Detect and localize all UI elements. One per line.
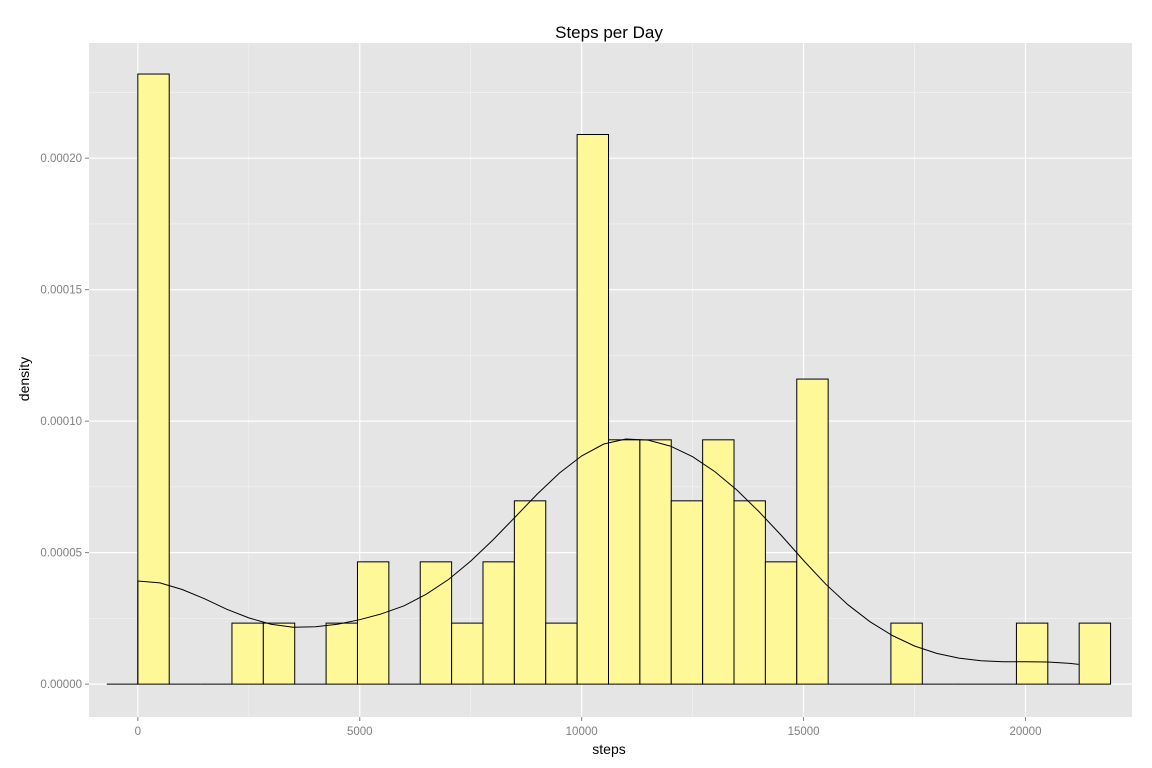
y-tick-label: 0.00010 bbox=[40, 416, 82, 428]
histogram-bar bbox=[639, 439, 672, 685]
histogram-bar bbox=[451, 622, 484, 685]
histogram-bar bbox=[796, 378, 829, 685]
histogram-bar bbox=[513, 500, 547, 685]
histogram-bar bbox=[231, 622, 264, 685]
x-tick-label: 0 bbox=[135, 726, 141, 738]
chart-title: Steps per Day bbox=[555, 23, 663, 42]
x-tick-label: 5000 bbox=[347, 726, 373, 738]
x-axis-ticks: 0 5000 10000 15000 20000 bbox=[135, 717, 1041, 738]
histogram-bar bbox=[262, 622, 296, 685]
histogram-bar bbox=[890, 622, 923, 685]
histogram-bar bbox=[545, 622, 578, 685]
histogram-bars bbox=[137, 73, 1112, 685]
y-tick-label: 0.00020 bbox=[40, 153, 82, 165]
y-tick-label: 0.00015 bbox=[40, 285, 82, 297]
histogram-bar bbox=[1015, 622, 1049, 685]
y-tick-label: 0.00005 bbox=[40, 548, 82, 560]
histogram-bar bbox=[419, 561, 453, 685]
histogram-bar bbox=[608, 439, 641, 685]
y-axis-ticks: 0.00000 0.00005 0.00010 0.00015 0.00020 bbox=[40, 153, 89, 691]
histogram-bar bbox=[702, 439, 735, 685]
x-axis-title: steps bbox=[592, 741, 625, 757]
histogram-bar bbox=[137, 73, 170, 685]
histogram-bar bbox=[1078, 622, 1112, 685]
histogram-bar bbox=[482, 561, 515, 685]
histogram-bar bbox=[325, 622, 358, 685]
x-tick-label: 20000 bbox=[1009, 726, 1041, 738]
x-tick-label: 15000 bbox=[788, 726, 820, 738]
histogram-bar bbox=[356, 561, 390, 685]
x-tick-label: 10000 bbox=[566, 726, 598, 738]
histogram-bar bbox=[670, 500, 704, 685]
histogram-bar bbox=[576, 134, 610, 685]
density-curve bbox=[106, 438, 1079, 685]
histogram-bar bbox=[764, 561, 798, 685]
y-axis-title: density bbox=[16, 357, 32, 401]
histogram-bar bbox=[733, 500, 766, 685]
y-tick-label: 0.00000 bbox=[40, 679, 82, 691]
